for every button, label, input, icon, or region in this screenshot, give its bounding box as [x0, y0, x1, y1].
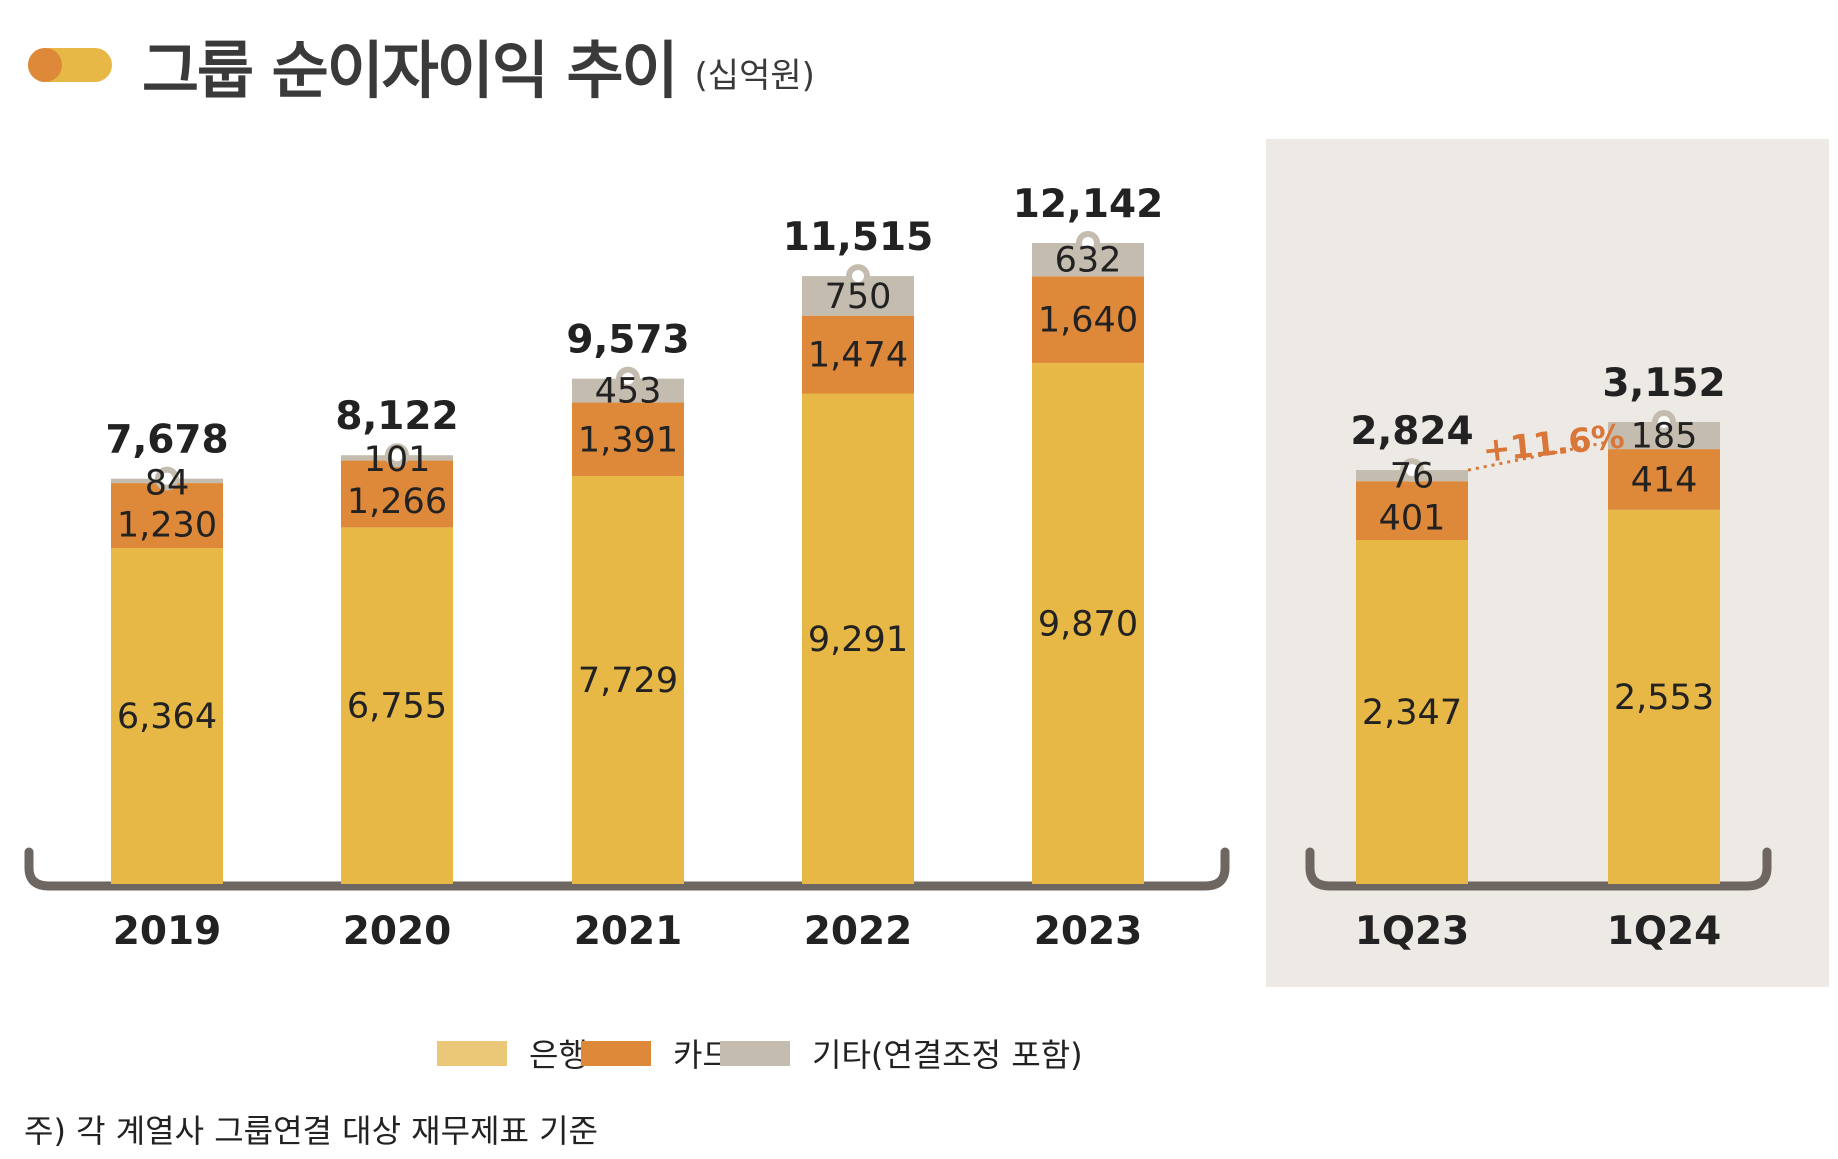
footnote: 주) 각 계열사 그룹연결 대상 재무제표 기준 [24, 1112, 598, 1150]
legend-swatch-other [720, 1040, 790, 1066]
data-label-bank: 9,870 [1038, 604, 1138, 644]
unit-label: (십억원) [694, 55, 815, 96]
data-label-card: 401 [1379, 499, 1446, 539]
data-label-other: 632 [1055, 241, 1122, 281]
data-label-bank: 6,755 [347, 687, 447, 727]
marker-ring-icon [846, 264, 870, 289]
data-label-other: 185 [1631, 417, 1698, 457]
total-label: 2,824 [1350, 409, 1473, 454]
category-label: 2023 [1034, 909, 1143, 954]
pill-icon [28, 48, 112, 82]
bar-segment-card [111, 483, 223, 549]
bar-segment-bank [572, 475, 684, 884]
bar-segment-card [1356, 481, 1468, 540]
data-label-card: 1,230 [117, 506, 217, 546]
bar-segment-card [341, 460, 453, 528]
marker-ring-icon [616, 366, 640, 391]
data-label-other: 750 [825, 277, 892, 317]
total-label: 3,152 [1602, 361, 1725, 406]
category-label: 1Q23 [1355, 909, 1470, 954]
chart-title: 그룹 순이자이익 추이 [142, 34, 679, 107]
legend-swatch-card [581, 1040, 651, 1066]
data-label-other: 76 [1390, 457, 1435, 497]
data-label-bank: 7,729 [578, 661, 678, 701]
chart-header: 그룹 순이자이익 추이 (십억원) [28, 22, 815, 108]
total-label: 11,515 [783, 215, 934, 260]
bar-segment-bank [1608, 509, 1720, 884]
data-label-other: 101 [364, 440, 431, 480]
bar-segment-card [1032, 276, 1144, 363]
data-label-card: 1,266 [347, 482, 447, 522]
bar-segment-card [1608, 449, 1720, 510]
category-label: 2022 [804, 909, 913, 954]
marker-ring-icon [1652, 410, 1676, 434]
bar-segment-bank [111, 548, 223, 884]
data-label-card: 1,474 [808, 336, 908, 376]
data-label-bank: 2,553 [1614, 678, 1714, 718]
data-label-bank: 6,364 [117, 697, 217, 737]
total-label: 9,573 [566, 318, 689, 363]
bar-segment-bank [1356, 539, 1468, 884]
category-label: 2021 [574, 909, 683, 954]
axis-bracket [24, 847, 1230, 891]
bar-segment-bank [802, 393, 914, 884]
marker-ring-icon [155, 466, 179, 491]
data-label-bank: 9,291 [808, 620, 908, 660]
marker-ring-icon [1400, 458, 1424, 483]
legend: 은행 카드 기타(연결조정 포함) [0, 1030, 1838, 1074]
bar-segment-bank [341, 527, 453, 884]
total-label: 8,122 [335, 394, 458, 439]
legend-item-other: 기타(연결조정 포함) [720, 1030, 1083, 1076]
total-label: 12,142 [1013, 182, 1164, 227]
legend-item-card: 카드 [581, 1030, 732, 1076]
category-label: 2020 [343, 909, 452, 954]
category-label: 2019 [113, 909, 222, 954]
legend-item-bank: 은행 [437, 1030, 588, 1076]
data-label-card: 414 [1631, 460, 1698, 500]
bar-segment-card [802, 315, 914, 394]
total-label: 7,678 [105, 418, 228, 463]
data-label-card: 1,391 [578, 420, 678, 460]
category-label: 1Q24 [1607, 909, 1722, 954]
bar-segment-bank [1032, 362, 1144, 884]
legend-swatch-bank [437, 1040, 507, 1066]
data-label-other: 84 [145, 464, 190, 504]
data-label-other: 453 [595, 372, 662, 412]
data-label-bank: 2,347 [1362, 693, 1462, 733]
data-label-card: 1,640 [1038, 301, 1138, 341]
marker-ring-icon [1076, 231, 1100, 255]
legend-label: 기타(연결조정 포함) [812, 1036, 1083, 1074]
marker-ring-icon [385, 443, 409, 468]
axis-bracket [1305, 847, 1772, 891]
bar-segment-card [572, 402, 684, 476]
legend-label: 은행 [529, 1036, 588, 1074]
growth-annotation: +11.6% [1481, 416, 1626, 470]
